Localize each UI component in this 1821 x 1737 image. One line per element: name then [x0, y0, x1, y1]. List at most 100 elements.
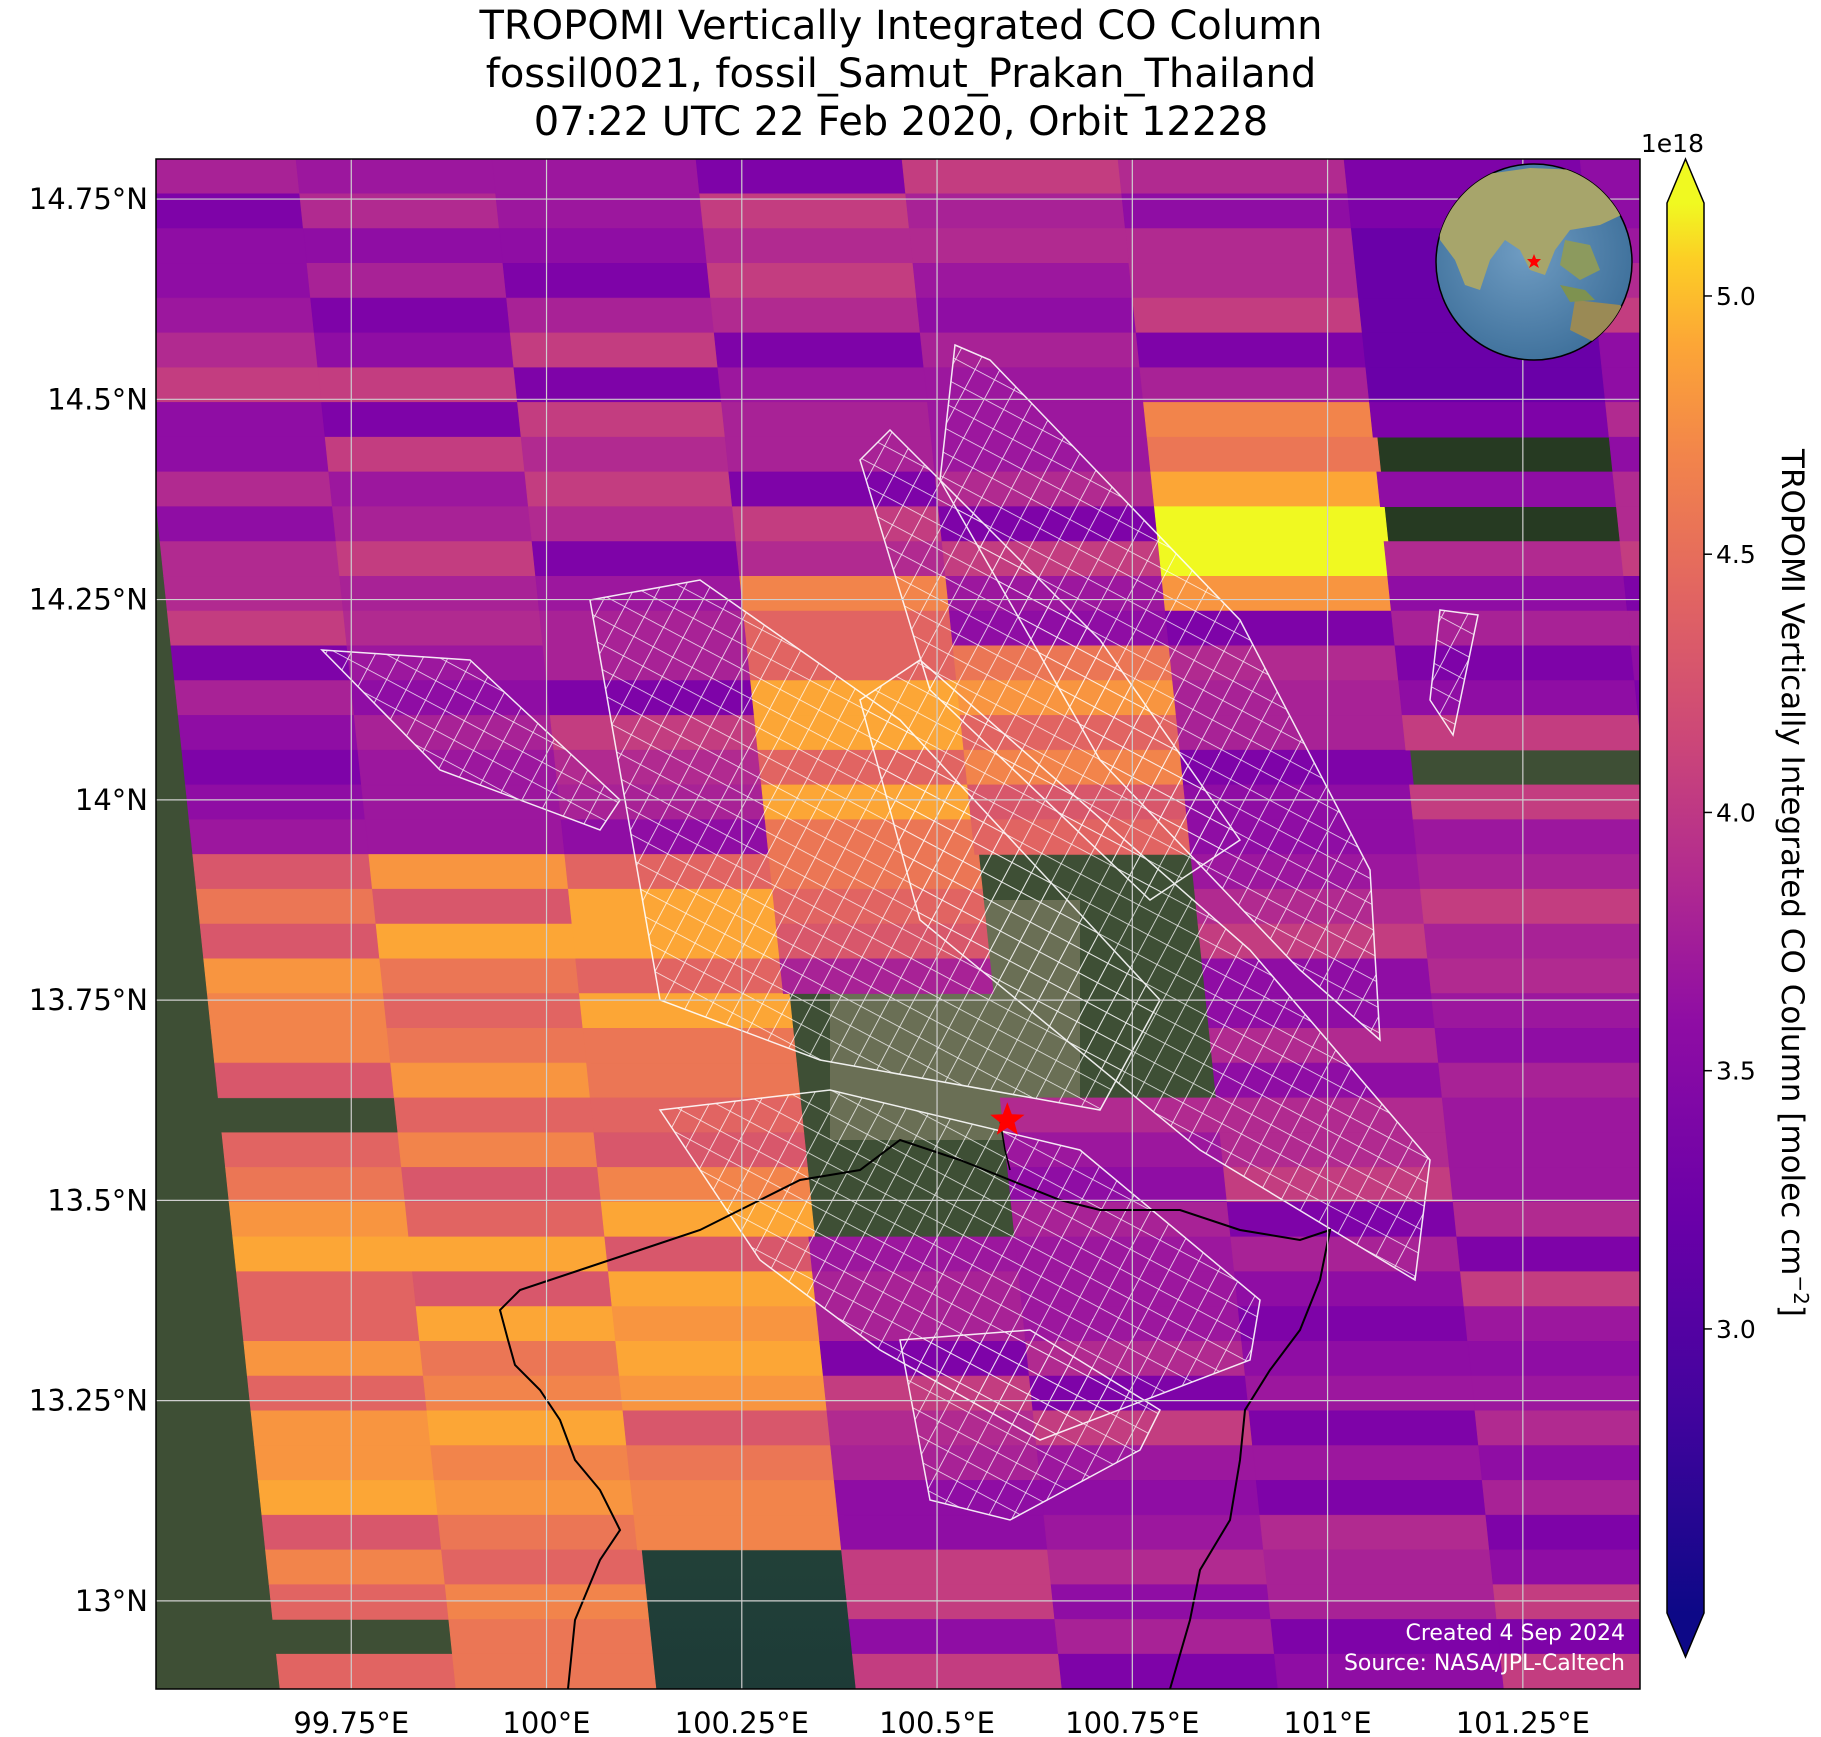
colorbar: 3.0 3.5 4.0 4.5 5.0 1e18 TROPOMI Vertically …: [1641, 129, 1813, 1659]
co-pixel: [364, 819, 570, 855]
co-pixel: [342, 610, 548, 647]
lon-tick-label: 100°E: [502, 1706, 590, 1737]
co-pixel: [1365, 367, 1610, 403]
co-pixel: [166, 610, 352, 647]
globe-indochina: [1560, 240, 1600, 280]
co-pixel: [1722, 1515, 1821, 1550]
co-pixel: [848, 1619, 1063, 1655]
lat-tick-label: 13°N: [75, 1584, 148, 1618]
colorbar-tick-label: 5.0: [1716, 282, 1756, 311]
lat-tick-label: 13.25°N: [29, 1384, 148, 1418]
co-pixel: [156, 471, 337, 508]
co-pixel: [422, 1375, 628, 1412]
co-pixel: [531, 541, 746, 577]
co-pixel: [1412, 819, 1640, 855]
source-credit: Source: NASA/JPL-Caltech: [1344, 1651, 1625, 1676]
globe-inset: [1435, 163, 1633, 361]
lon-tick-label: 101.25°E: [1456, 1706, 1590, 1737]
co-pixel: [375, 923, 580, 960]
co-pixel: [265, 1549, 450, 1585]
co-pixel: [339, 575, 544, 612]
co-pixel: [332, 506, 537, 542]
co-pixel: [916, 297, 1141, 334]
co-pixel: [1467, 1340, 1640, 1377]
co-pixel: [1274, 1653, 1509, 1689]
co-pixel: [1427, 958, 1640, 994]
co-pixel: [844, 1584, 1060, 1620]
co-pixel: [837, 1514, 1052, 1551]
co-pixel: [404, 1201, 610, 1238]
co-pixel: [313, 332, 519, 368]
co-pixel: [156, 367, 326, 403]
co-pixel: [702, 228, 918, 264]
co-pixel: [156, 506, 341, 542]
colorbar-extend-top: [1667, 159, 1704, 203]
co-pixel: [852, 1653, 1067, 1689]
co-pixel: [908, 228, 1134, 264]
co-pixel: [1608, 436, 1640, 473]
co-pixel: [250, 1410, 435, 1446]
co-pixel: [1619, 541, 1640, 577]
map-gridlines: [156, 159, 1640, 1689]
co-pixel: [1241, 1340, 1476, 1377]
co-pixel: [236, 1271, 421, 1307]
co-pixel: [390, 1062, 595, 1099]
co-pixel: [586, 1062, 801, 1099]
co-pixel: [1132, 297, 1367, 334]
co-pixel: [295, 159, 500, 195]
globe-indonesia: [1560, 285, 1595, 302]
co-pixel: [328, 471, 533, 508]
co-pixel: [426, 1410, 631, 1446]
co-pixel: [1626, 610, 1640, 647]
co-pixel: [1496, 1619, 1640, 1655]
co-pixel: [408, 1236, 613, 1273]
co-pixel: [1420, 888, 1640, 925]
co-pixel: [1043, 1514, 1268, 1551]
co-pixel: [618, 1375, 834, 1412]
latitude-tick-labels: 14.75°N 14.5°N 14.25°N 14°N 13.75°N 13.5°N 13.…: [29, 182, 148, 1618]
co-pixel: [397, 1132, 602, 1168]
lat-tick-label: 13.75°N: [29, 983, 148, 1017]
globe-target-marker-icon: [1527, 254, 1541, 268]
co-pixel: [1047, 1549, 1272, 1585]
title-line-1: TROPOMI Vertically Integrated CO Column: [479, 3, 1323, 49]
co-pixel: [1634, 680, 1640, 716]
co-pixel: [1401, 715, 1640, 751]
co-pixel: [302, 228, 508, 264]
co-pixel: [1430, 993, 1640, 1029]
co-pixel: [513, 367, 728, 403]
map-plot-area: Created 4 Sep 2024 Source: NASA/JPL-Calt…: [156, 159, 1821, 1689]
co-pixel: [629, 1480, 845, 1516]
co-pixel: [433, 1480, 639, 1516]
co-pixel: [1733, 1619, 1821, 1654]
co-pixel: [1489, 1549, 1640, 1585]
co-pixel: [1474, 1410, 1640, 1446]
co-pixel: [1601, 367, 1640, 403]
co-pixel: [1736, 1654, 1821, 1689]
co-pixel: [1237, 1306, 1472, 1342]
lat-tick-label: 14.25°N: [29, 583, 148, 617]
co-pixel: [841, 1549, 1056, 1585]
co-pixel: [199, 923, 384, 960]
co-pixel: [1441, 1097, 1640, 1133]
colorbar-extend-bottom: [1667, 1613, 1704, 1657]
co-pixel: [520, 436, 736, 473]
co-pixel: [498, 228, 714, 264]
co-pixel: [615, 1340, 830, 1377]
co-pixel: [335, 541, 540, 577]
co-pixel: [243, 1340, 428, 1377]
co-pixel: [1449, 1167, 1640, 1203]
co-pixel: [491, 159, 706, 195]
co-pixel: [611, 1306, 826, 1342]
co-pixel: [401, 1167, 606, 1203]
co-pixel: [206, 993, 392, 1029]
co-pixel: [163, 575, 348, 612]
co-pixel: [379, 958, 584, 994]
footprint-grid-8: [1429, 609, 1479, 737]
co-pixel: [1452, 1201, 1640, 1238]
co-pixel: [517, 402, 732, 438]
co-pixel: [210, 1028, 395, 1064]
lon-tick-label: 99.75°E: [293, 1706, 409, 1737]
co-pixel: [713, 332, 929, 368]
